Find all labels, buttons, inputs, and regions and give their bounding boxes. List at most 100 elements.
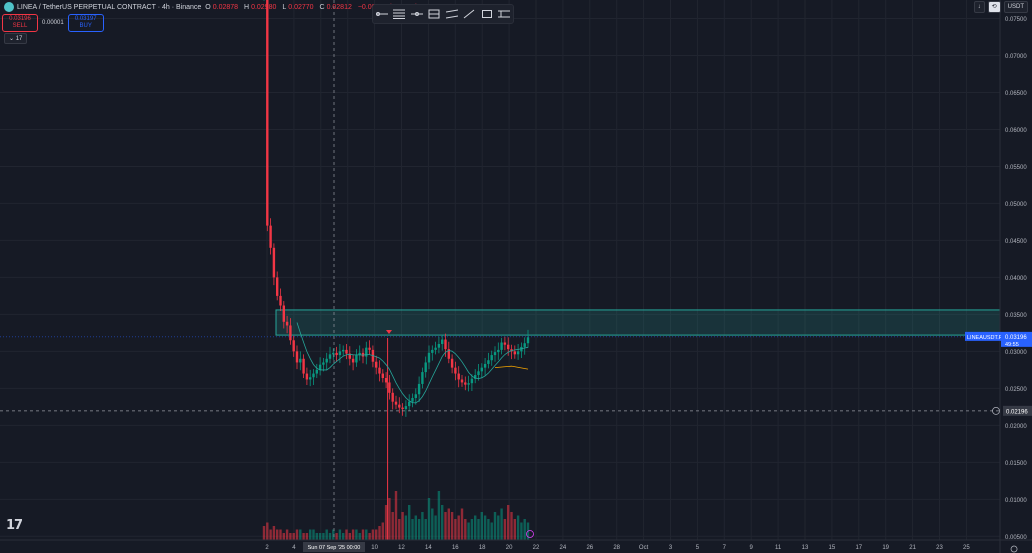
candle-body bbox=[318, 364, 322, 370]
sell-button[interactable]: 0.03196 SELL bbox=[2, 14, 38, 32]
date-tick-label: 23 bbox=[936, 545, 943, 551]
volume-bar bbox=[464, 519, 467, 540]
price-tick-label: 0.07500 bbox=[1005, 17, 1027, 23]
fib-icon[interactable] bbox=[393, 9, 406, 19]
symbol-header: LINEA / TetherUS PERPETUAL CONTRACT · 4h… bbox=[0, 0, 422, 14]
currency-select[interactable]: USDT bbox=[1003, 1, 1028, 13]
volume-bar bbox=[295, 529, 299, 540]
date-tick-label: 12 bbox=[398, 545, 405, 551]
brush-icon[interactable] bbox=[498, 9, 511, 19]
candle-body bbox=[480, 367, 483, 372]
date-tick-label: 21 bbox=[909, 545, 916, 551]
buy-button[interactable]: 0.03197 BUY bbox=[67, 14, 104, 32]
candle-body bbox=[474, 375, 477, 379]
volume-bar bbox=[318, 533, 322, 540]
volume-bar bbox=[474, 515, 477, 540]
rectangle-icon[interactable] bbox=[481, 9, 493, 19]
price-tick-label: 0.07000 bbox=[1005, 54, 1027, 60]
candle-body bbox=[332, 352, 335, 355]
crosshair-price-badge bbox=[1003, 405, 1032, 416]
price-tick-label: 0.02500 bbox=[1005, 387, 1027, 393]
right-toolbar: ↓ ⟲ USDT bbox=[973, 0, 1032, 14]
volume-bar bbox=[348, 533, 351, 540]
price-tick-label: 0.00500 bbox=[1005, 535, 1027, 541]
candle-body bbox=[421, 372, 424, 384]
candle-body bbox=[368, 347, 371, 350]
candle-body bbox=[434, 347, 437, 350]
volume-bar bbox=[398, 519, 401, 540]
volume-bar bbox=[325, 529, 328, 540]
candle-body bbox=[289, 325, 292, 341]
ohlc-open: O 0.02878 bbox=[205, 3, 239, 11]
ohlc-high: H 0.02980 bbox=[244, 3, 277, 11]
candle-body bbox=[516, 351, 520, 355]
candle-body bbox=[302, 358, 305, 374]
date-tick-label: 19 bbox=[882, 545, 889, 551]
volume-bar bbox=[358, 533, 361, 540]
price-tick-label: 0.03500 bbox=[1005, 313, 1027, 319]
candle-body bbox=[335, 352, 338, 356]
date-tick-label: 13 bbox=[802, 545, 809, 551]
spread-value: 0.00001 bbox=[42, 20, 64, 26]
price-tick-label: 0.06500 bbox=[1005, 91, 1027, 97]
candle-body bbox=[487, 360, 490, 364]
candle-body bbox=[348, 353, 351, 359]
symbol-tag bbox=[965, 331, 1001, 341]
arrow-down-icon[interactable]: ↓ bbox=[973, 1, 985, 13]
volume-bar bbox=[421, 512, 424, 540]
volume-bar bbox=[523, 519, 526, 540]
candle-body bbox=[338, 351, 342, 356]
date-tick-label: 17 bbox=[855, 545, 862, 551]
volume-bar bbox=[441, 505, 444, 540]
volume-bar bbox=[431, 508, 434, 540]
volume-bar bbox=[454, 519, 457, 540]
candle-body bbox=[467, 383, 470, 385]
trend-line-icon[interactable] bbox=[463, 9, 475, 19]
volume-bar bbox=[447, 508, 450, 540]
volume-bar bbox=[332, 529, 335, 540]
candle-body bbox=[450, 358, 454, 368]
candle-body bbox=[401, 407, 404, 410]
candle-body bbox=[464, 382, 467, 385]
volume-bar bbox=[309, 529, 312, 540]
candle-body bbox=[408, 401, 411, 407]
ray-icon[interactable] bbox=[410, 9, 423, 19]
candle-body bbox=[384, 378, 388, 383]
price-tick-label: 0.06000 bbox=[1005, 128, 1027, 134]
horizontal-ray-icon[interactable] bbox=[375, 9, 388, 19]
volume-bar bbox=[483, 515, 487, 540]
volume-bar bbox=[335, 533, 338, 540]
long-position-icon[interactable] bbox=[428, 9, 440, 19]
candle-body bbox=[454, 367, 457, 374]
volume-bar bbox=[266, 522, 269, 540]
date-tick-label: 24 bbox=[560, 545, 567, 551]
candle-body bbox=[493, 352, 497, 356]
volume-bar bbox=[282, 533, 285, 540]
date-tick-label: 22 bbox=[533, 545, 540, 551]
candle-body bbox=[477, 371, 480, 376]
volume-bar bbox=[292, 533, 295, 540]
candle-body bbox=[276, 277, 279, 296]
candle-body bbox=[513, 351, 516, 355]
indicators-toggle[interactable]: ⌄ 17 bbox=[4, 33, 28, 44]
volume-bar bbox=[361, 529, 365, 540]
parallel-channel-icon[interactable] bbox=[445, 9, 458, 19]
candle-body bbox=[375, 361, 378, 368]
volume-bar bbox=[289, 533, 292, 540]
volume-bar bbox=[470, 519, 474, 540]
drawing-toolbar bbox=[372, 4, 514, 24]
volume-bar bbox=[411, 519, 414, 540]
candle-body bbox=[394, 401, 398, 405]
candle-body bbox=[269, 225, 272, 248]
short-ma-line bbox=[494, 365, 529, 370]
volume-bar bbox=[507, 505, 510, 540]
candle-body bbox=[266, 0, 269, 226]
candle-body bbox=[437, 343, 441, 348]
volume-bar bbox=[487, 519, 490, 540]
volume-bar bbox=[460, 508, 464, 540]
date-tick-label: Oct bbox=[639, 545, 649, 551]
volume-bar bbox=[513, 519, 516, 540]
compare-icon[interactable]: ⟲ bbox=[987, 1, 1001, 13]
symbol-title[interactable]: LINEA / TetherUS PERPETUAL CONTRACT · 4h… bbox=[17, 3, 202, 11]
